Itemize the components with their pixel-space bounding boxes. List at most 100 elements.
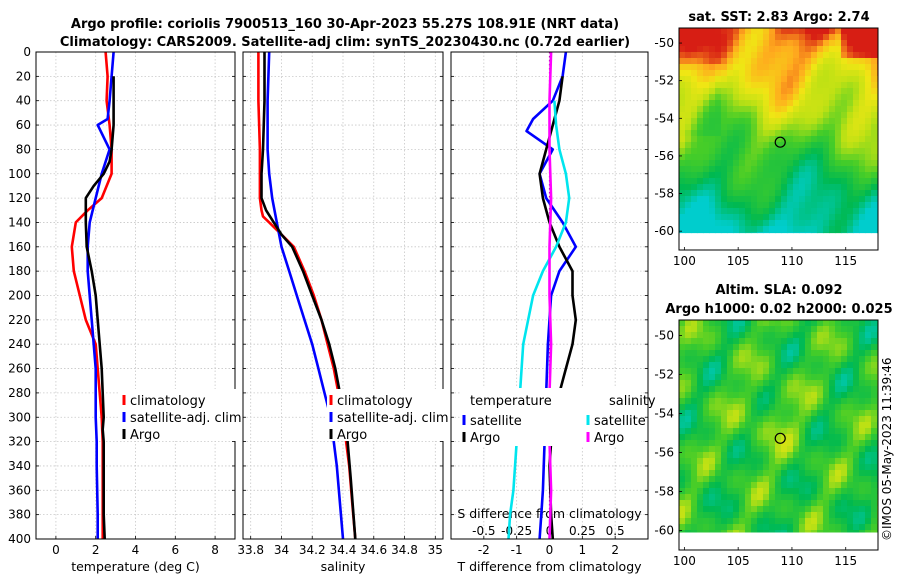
map-cell xyxy=(697,404,704,411)
map-cell xyxy=(811,190,818,197)
map-cell xyxy=(685,368,692,375)
map-cell xyxy=(721,82,728,89)
map-cell xyxy=(823,34,830,41)
map-cell xyxy=(769,70,776,77)
map-cell xyxy=(757,488,764,495)
map-cell xyxy=(823,500,830,507)
map-cell xyxy=(703,416,710,423)
map-cell xyxy=(781,404,788,411)
map-cell xyxy=(841,398,848,405)
map-cell xyxy=(811,40,818,47)
map-cell xyxy=(793,482,800,489)
map-cell xyxy=(781,94,788,101)
map-cell xyxy=(805,100,812,107)
map-cell xyxy=(733,76,740,83)
map-cell xyxy=(721,220,728,227)
map-cell xyxy=(799,148,806,155)
map-cell xyxy=(787,524,794,531)
map-cell xyxy=(679,404,686,411)
map-cell xyxy=(865,34,872,41)
map-cell xyxy=(751,518,758,525)
map-cell xyxy=(709,476,716,483)
map-cell xyxy=(865,524,872,531)
map-cell xyxy=(709,172,716,179)
map-cell xyxy=(847,184,854,191)
map-cell xyxy=(727,196,734,203)
map-cell xyxy=(739,112,746,119)
legend-label: satellite-adj. clim xyxy=(130,411,242,426)
map-cell xyxy=(709,214,716,221)
map-cell xyxy=(871,148,878,155)
map-cell xyxy=(781,172,788,179)
map-cell xyxy=(823,446,830,453)
map-cell xyxy=(763,332,770,339)
map-cell xyxy=(805,506,812,513)
map-cell xyxy=(787,362,794,369)
map-cell xyxy=(847,404,854,411)
map-cell xyxy=(805,34,812,41)
map-cell xyxy=(841,506,848,513)
map-cell xyxy=(775,70,782,77)
map-cell xyxy=(841,392,848,399)
map-cell xyxy=(691,494,698,501)
map-cell xyxy=(793,320,800,327)
map-cell xyxy=(799,482,806,489)
map-cell xyxy=(811,440,818,447)
map-cell xyxy=(751,214,758,221)
map-cell xyxy=(703,392,710,399)
map-cell xyxy=(817,166,824,173)
y-tick-label: 0 xyxy=(23,45,31,59)
map-cell xyxy=(727,154,734,161)
map-cell xyxy=(781,208,788,215)
map-cell xyxy=(781,184,788,191)
map-cell xyxy=(769,208,776,215)
map-cell xyxy=(733,398,740,405)
map-cell xyxy=(823,76,830,83)
map-cell xyxy=(769,172,776,179)
map-cell xyxy=(805,166,812,173)
map-cell xyxy=(829,226,836,233)
map-cell xyxy=(703,488,710,495)
map-cell xyxy=(835,190,842,197)
map-cell xyxy=(871,232,878,234)
map-cell xyxy=(853,46,860,53)
map-cell xyxy=(817,226,824,233)
map-cell xyxy=(829,524,836,531)
map-cell xyxy=(817,112,824,119)
map-cell xyxy=(709,338,716,345)
map-cell xyxy=(769,160,776,167)
map-cell xyxy=(859,70,866,77)
map-cell xyxy=(715,374,722,381)
map-cell xyxy=(703,356,710,363)
map-cell xyxy=(799,356,806,363)
map-cell xyxy=(703,196,710,203)
map-cell xyxy=(751,530,758,533)
map-cell xyxy=(745,232,752,234)
map-cell xyxy=(775,40,782,47)
map-cell xyxy=(757,142,764,149)
map-cell xyxy=(871,332,878,339)
map-cell xyxy=(787,202,794,209)
map-cell xyxy=(751,356,758,363)
map-cell xyxy=(685,500,692,507)
y-tick-label: 180 xyxy=(8,264,31,278)
map-cell xyxy=(685,410,692,417)
map-cell xyxy=(823,530,830,533)
map-cell xyxy=(751,178,758,185)
map-cell xyxy=(751,338,758,345)
map-cell xyxy=(811,106,818,113)
map-cell xyxy=(841,416,848,423)
map-cell xyxy=(829,440,836,447)
map-cell xyxy=(721,476,728,483)
map-cell xyxy=(751,344,758,351)
map-cell xyxy=(859,434,866,441)
map-cell xyxy=(769,94,776,101)
map-cell xyxy=(685,404,692,411)
map-cell xyxy=(763,220,770,227)
map-cell xyxy=(811,476,818,483)
map-cell xyxy=(853,70,860,77)
map-cell xyxy=(823,434,830,441)
map-cell xyxy=(715,458,722,465)
map-cell xyxy=(757,154,764,161)
map-cell xyxy=(757,220,764,227)
